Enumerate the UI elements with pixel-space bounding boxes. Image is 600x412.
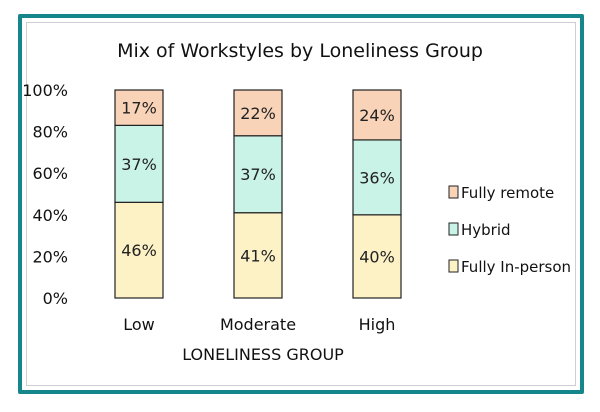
legend: Fully remote Hybrid Fully In-person: [448, 184, 571, 276]
legend-swatch: [448, 222, 459, 236]
bar-segment: [352, 139, 402, 216]
y-axis-ticks: 0% 20% 40% 60% 80% 100%: [22, 81, 68, 308]
chart-inner-border: [26, 22, 576, 386]
data-label: 46%: [121, 241, 157, 260]
y-tick-label: 60%: [32, 164, 68, 183]
legend-label: Fully In-person: [461, 258, 571, 276]
y-tick-label: 0%: [43, 289, 68, 308]
chart-frame: [18, 14, 584, 394]
data-label: 40%: [359, 247, 395, 266]
bar-segment: [352, 89, 402, 141]
legend-swatch: [448, 259, 459, 273]
legend-label: Fully remote: [461, 184, 554, 202]
y-tick-label: 80%: [32, 123, 68, 142]
data-label: 41%: [240, 246, 276, 265]
bar-segment: [233, 212, 283, 299]
x-tick-label: Moderate: [220, 315, 296, 334]
bars: 46% 37% 17% 41% 37% 22% 40% 36% 24%: [114, 89, 402, 299]
y-tick-label: 40%: [32, 206, 68, 225]
data-label: 24%: [359, 106, 395, 125]
bar-segment: [114, 89, 164, 126]
data-label: 37%: [240, 165, 276, 184]
data-label: 17%: [121, 99, 157, 118]
data-label: 36%: [359, 168, 395, 187]
bar-segment: [233, 135, 283, 214]
x-axis-categories: Low Moderate High: [123, 315, 395, 334]
bar-segment: [352, 214, 402, 299]
y-tick-label: 20%: [32, 247, 68, 266]
y-tick-label: 100%: [22, 81, 68, 100]
x-tick-label: High: [359, 315, 396, 334]
data-label: 37%: [121, 155, 157, 174]
data-label: 22%: [240, 104, 276, 123]
legend-label: Hybrid: [461, 221, 511, 239]
x-axis-title: LONELINESS GROUP: [182, 345, 344, 364]
bar-segment: [233, 89, 283, 137]
legend-swatch: [448, 185, 459, 199]
x-tick-label: Low: [123, 315, 155, 334]
chart-title: Mix of Workstyles by Loneliness Group: [117, 40, 483, 62]
bar-segment: [114, 201, 164, 299]
